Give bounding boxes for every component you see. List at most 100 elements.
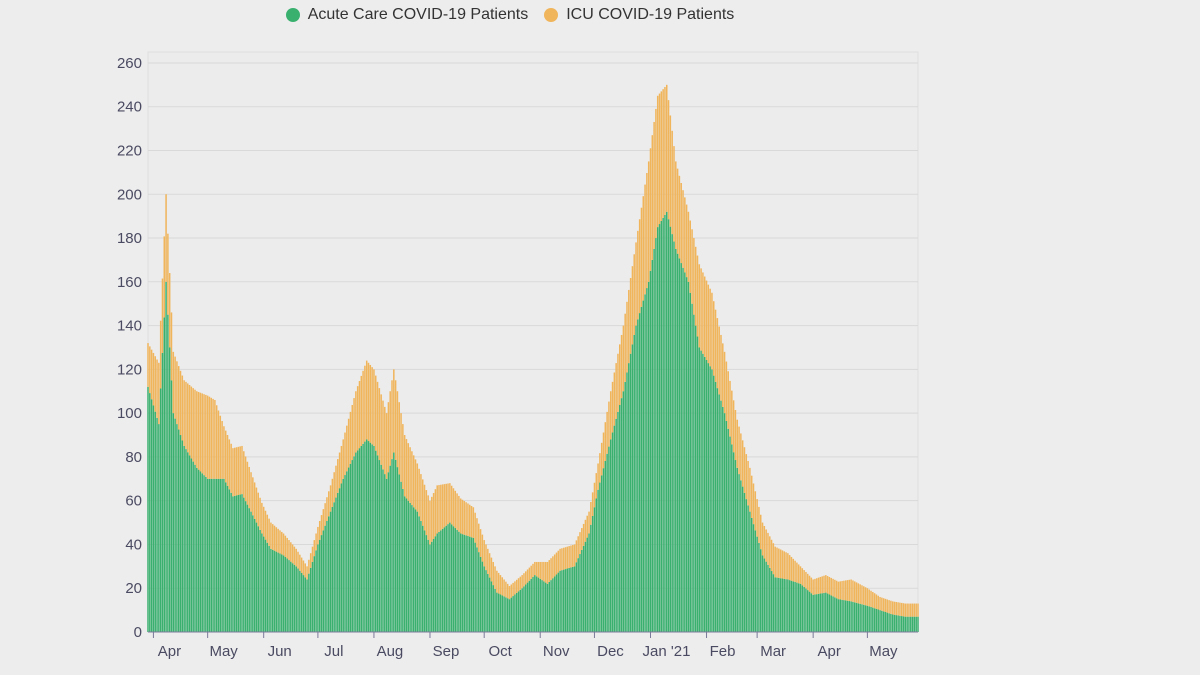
bar-icu (235, 447, 238, 496)
bar-icu (537, 561, 540, 578)
bar-icu (463, 500, 466, 535)
bar-icu (499, 575, 502, 595)
bar-acute (720, 400, 722, 632)
bar-icu (647, 161, 650, 282)
bar-icu (644, 184, 646, 295)
bar-acute (684, 272, 686, 632)
bar-icu (725, 361, 728, 421)
bar-acute (711, 369, 713, 632)
bar-icu (743, 447, 746, 493)
bar-icu (792, 558, 795, 582)
bar-acute (635, 325, 637, 632)
bar-icu (322, 509, 325, 531)
bar-icu (284, 535, 287, 557)
bar-acute (908, 616, 910, 632)
bar-acute (754, 530, 757, 632)
bar-icu (861, 585, 863, 605)
bar-acute (767, 564, 769, 632)
bar-acute (459, 533, 462, 632)
bar-acute (300, 572, 303, 632)
bar-acute (508, 599, 511, 632)
bar-acute (176, 424, 178, 632)
bar-icu (380, 394, 382, 465)
bar-icu (749, 467, 751, 512)
bar-acute (266, 542, 269, 632)
bar-acute (703, 356, 706, 632)
bar-icu (544, 561, 547, 583)
legend-item-icu[interactable]: ICU COVID-19 Patients (544, 6, 734, 24)
bar-icu (727, 371, 729, 429)
bar-icu (248, 466, 250, 509)
bar-icu (497, 572, 500, 594)
bar-icu (559, 548, 561, 571)
bar-icu (637, 230, 639, 320)
bar-acute (344, 475, 346, 632)
bar-acute (449, 522, 451, 632)
bar-icu (369, 364, 372, 443)
bar-icu (479, 529, 482, 557)
bar-icu (837, 581, 840, 600)
bar-acute (765, 561, 767, 632)
bar-acute (832, 596, 834, 632)
bar-acute (454, 528, 457, 632)
bar-acute (194, 464, 196, 632)
bar-icu (306, 566, 308, 580)
y-tick-label: 20 (125, 580, 142, 597)
bar-icu (226, 435, 229, 486)
bar-icu (817, 577, 820, 594)
bar-icu (456, 493, 458, 530)
bar-icu (360, 375, 363, 446)
bar-icu (689, 220, 691, 293)
bar-acute (396, 467, 399, 632)
bar-acute (302, 575, 305, 632)
bar-acute (329, 511, 332, 632)
bar-icu (228, 439, 231, 490)
bar-acute (293, 564, 296, 632)
bar-icu (320, 515, 323, 536)
bar-acute (174, 418, 176, 632)
bar-icu (311, 546, 314, 562)
bar-acute (431, 541, 433, 632)
bar-icu (237, 446, 240, 495)
bar-icu (799, 566, 802, 584)
bar-acute (819, 593, 822, 632)
bar-icu (494, 566, 496, 589)
bar-acute (678, 258, 681, 632)
bar-icu (288, 540, 290, 561)
bar-icu (761, 522, 764, 556)
bar-acute (694, 325, 697, 632)
bar-icu (441, 484, 444, 529)
bar-acute (360, 445, 363, 632)
bar-icu (487, 548, 489, 574)
bar-acute (664, 214, 666, 632)
bar-icu (192, 388, 194, 462)
bar-acute (906, 616, 908, 632)
bar-icu (434, 489, 437, 537)
bar-icu (389, 391, 391, 466)
bar-icu (839, 581, 842, 600)
bar-acute (637, 319, 639, 632)
bar-icu (387, 402, 390, 473)
bar-acute (743, 492, 746, 632)
legend-item-acute[interactable]: Acute Care COVID-19 Patients (285, 6, 528, 24)
bar-icu (561, 548, 563, 571)
bar-icu (299, 554, 301, 571)
bar-icu (776, 547, 778, 578)
bar-acute (210, 478, 213, 632)
bar-acute (853, 602, 856, 632)
bar-icu (246, 461, 249, 505)
bar-acute (499, 594, 502, 632)
bar-acute (400, 481, 402, 632)
bar-icu (900, 602, 903, 617)
bar-acute (537, 577, 540, 632)
bar-icu (853, 581, 856, 603)
bar-icu (796, 562, 798, 583)
bar-icu (476, 518, 478, 548)
bar-icu (396, 391, 399, 468)
bar-acute (423, 530, 426, 632)
bar-acute (288, 560, 290, 632)
bar-icu (676, 168, 679, 254)
bar-icu (736, 419, 738, 468)
bar-icu (337, 459, 339, 493)
